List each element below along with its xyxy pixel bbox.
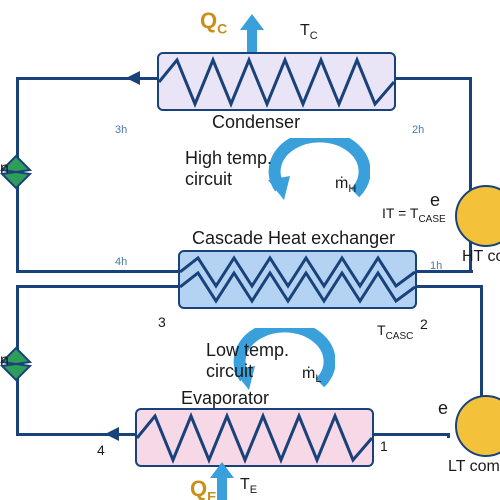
- continuation-e-low: e: [438, 398, 448, 419]
- pipe-h-bottom-left: [16, 270, 178, 273]
- tc-label: TC: [300, 22, 318, 42]
- pipe-h-top-right: [392, 77, 472, 80]
- state-3h: 3h: [115, 124, 127, 136]
- state-2h: 2h: [412, 124, 424, 136]
- ml-label: ṁL: [302, 365, 321, 385]
- pipe-h-right-vert: [469, 77, 472, 192]
- evaporator-box: [135, 408, 374, 467]
- qe-label: QE: [190, 476, 216, 500]
- high-circuit-label: High temp.circuit: [185, 148, 272, 189]
- valve-low-label: n: [0, 352, 9, 370]
- pipe-arrow-top-left: [126, 71, 142, 85]
- condenser-zigzag: [159, 54, 394, 109]
- pipe-l-right-vert: [480, 285, 483, 400]
- condenser-box: [157, 52, 396, 111]
- evaporator-zigzag: [137, 410, 372, 465]
- cascade-label: Cascade Heat exchanger: [192, 228, 395, 249]
- low-circuit-label: Low temp.circuit: [206, 340, 289, 381]
- ht-compressor-label: HT co: [462, 248, 500, 266]
- state-3: 3: [158, 314, 166, 330]
- lt-compressor-label: LT comp: [448, 458, 500, 476]
- qc-arrow-icon: [238, 14, 266, 54]
- mh-label: ṁH: [335, 175, 356, 195]
- ht-compressor: [455, 185, 500, 247]
- state-1: 1: [380, 438, 388, 454]
- cascade-zigzag: [180, 252, 415, 307]
- state-4h: 4h: [115, 256, 127, 268]
- tcasc-label: TCASC: [377, 322, 413, 342]
- state-1h: 1h: [430, 260, 442, 272]
- pipe-l-bottom-right: [370, 433, 450, 436]
- pipe-l-top-left: [16, 285, 178, 288]
- it-eq-label: IT = TCASE: [382, 205, 446, 225]
- condenser-label: Condenser: [212, 112, 300, 133]
- te-label: TE: [240, 476, 257, 496]
- qc-label: QC: [200, 8, 227, 36]
- pipe-l-top-right: [413, 285, 483, 288]
- pipe-arrow-bottom-left: [105, 427, 121, 441]
- lt-compressor: [455, 395, 500, 457]
- state-4: 4: [97, 442, 105, 458]
- valve-high-label: n: [0, 160, 9, 178]
- pipe-l-right-vert2: [447, 433, 450, 438]
- pipe-h-bottom-right: [413, 270, 473, 273]
- cascade-box: [178, 250, 417, 309]
- state-2: 2: [420, 316, 428, 332]
